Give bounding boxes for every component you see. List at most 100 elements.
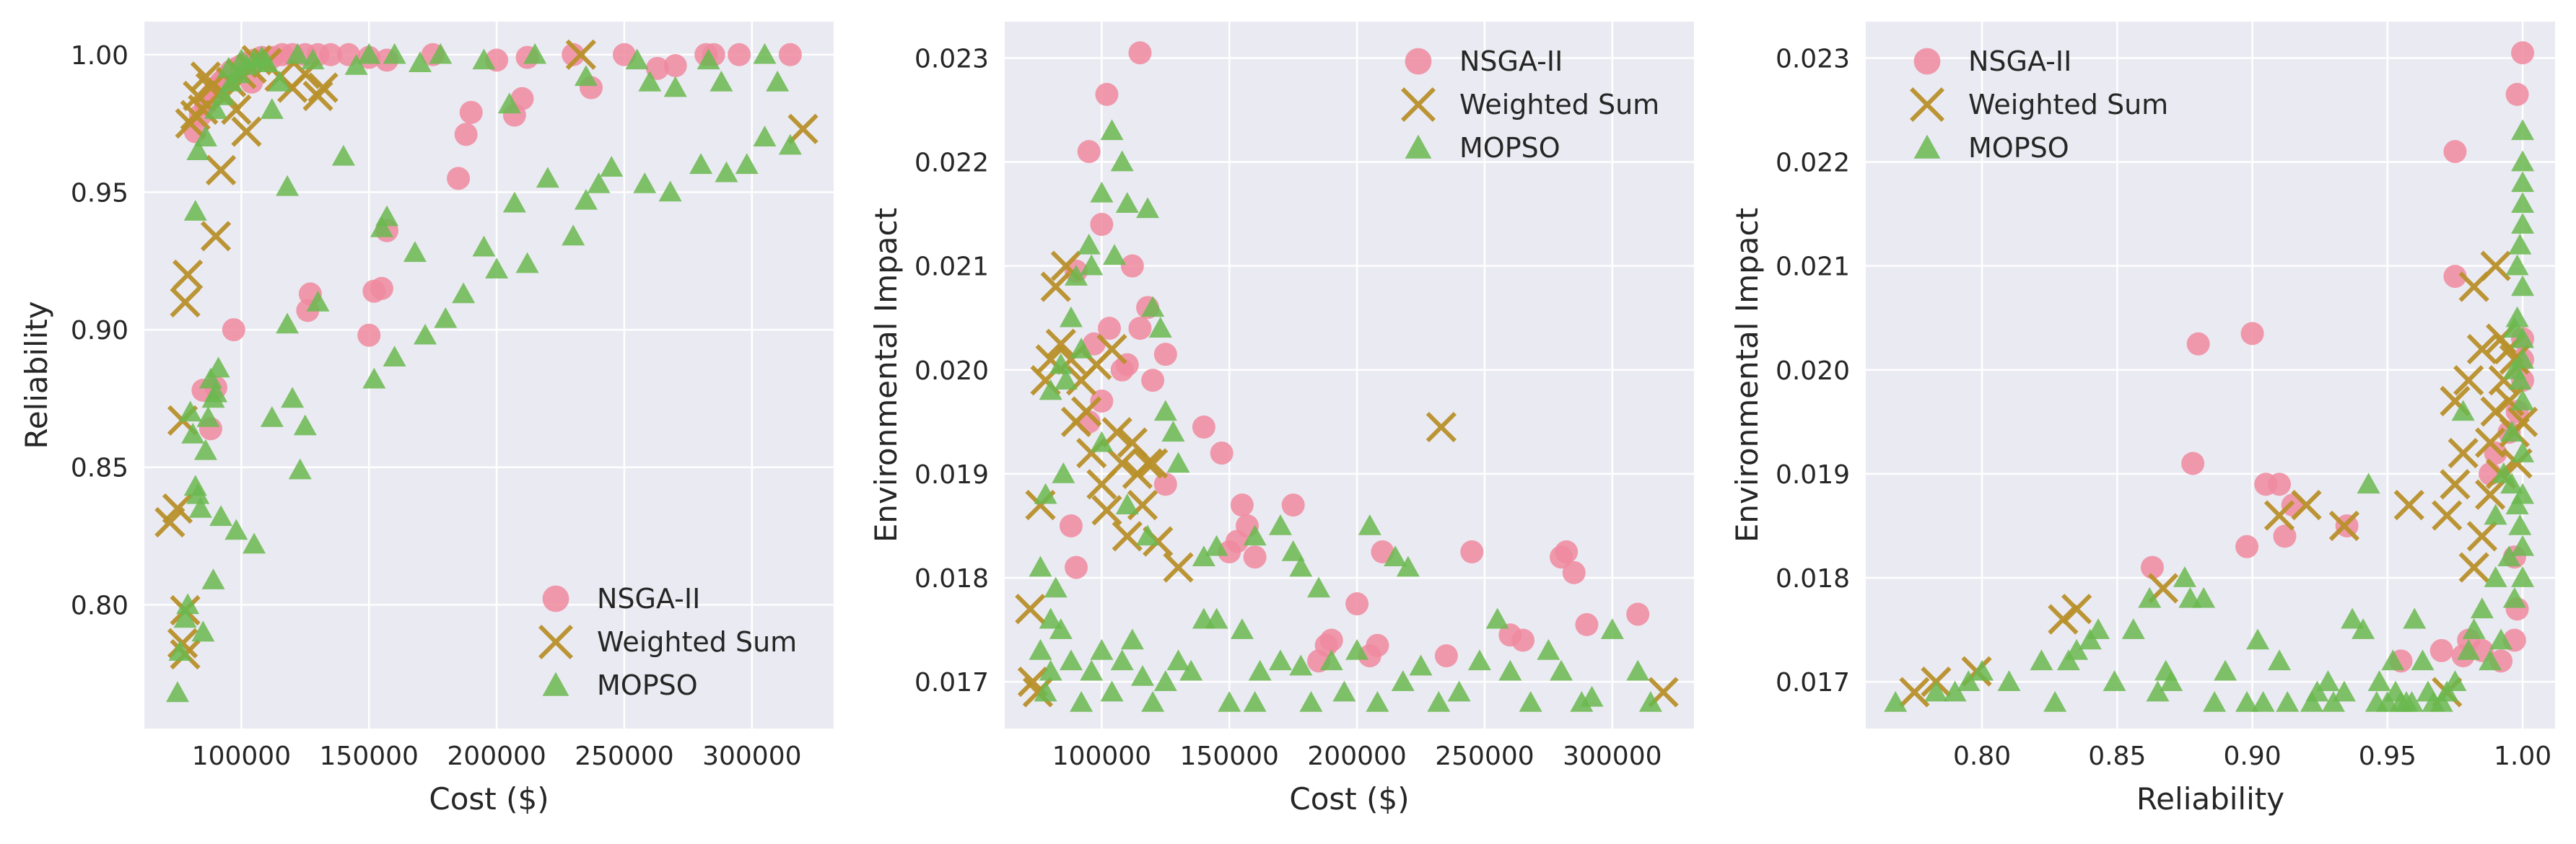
mopso-point	[1281, 540, 1305, 561]
nsga-ii-point	[1095, 82, 1119, 106]
mopso-point	[2505, 493, 2529, 514]
mopso-point	[196, 406, 220, 427]
nsga-ii-point	[2484, 441, 2507, 465]
weighted-sum-point	[1106, 448, 1138, 479]
nsga-ii-point	[2235, 535, 2259, 558]
mopso-point	[1345, 638, 1369, 660]
mopso-point	[204, 98, 228, 119]
mopso-point	[1110, 150, 1134, 172]
nsga-ii-point	[2443, 140, 2467, 164]
nsga-ii-point	[370, 276, 393, 300]
mopso-point	[2316, 670, 2340, 691]
nsga-ii-point	[1210, 441, 1234, 465]
mopso-point	[1059, 306, 1083, 328]
mopso-point	[1148, 317, 1172, 338]
legend-label-nsga-ii: NSGA-II	[1459, 45, 1563, 77]
mopso-point	[2502, 317, 2526, 338]
x-tick-label: 1.00	[2494, 742, 2551, 771]
mopso-point	[2146, 680, 2170, 702]
nsga-ii-point	[1575, 612, 1599, 636]
mopso-point	[2511, 390, 2535, 410]
mopso-point	[403, 241, 427, 263]
weighted-sum-point	[162, 493, 193, 524]
mopso-point	[2332, 680, 2356, 702]
mopso-point	[1110, 649, 1134, 671]
nsga-ii-point	[357, 323, 381, 347]
weighted-sum-point	[1132, 448, 1163, 479]
y-tick-label: 0.90	[71, 316, 128, 346]
nsga-ii-point	[1626, 602, 1650, 626]
mopso-point	[2511, 348, 2535, 369]
x-axis-label: Cost ($)	[429, 781, 549, 817]
mopso-point	[2511, 275, 2535, 296]
weighted-sum-point	[2448, 437, 2479, 469]
mopso-point	[178, 400, 202, 422]
mopso-point	[1100, 119, 1124, 141]
mopso-point	[2341, 607, 2365, 629]
mopso-point	[1269, 649, 1292, 671]
mopso-point	[2138, 586, 2162, 608]
mopso-point	[1034, 483, 1057, 504]
mopso-point	[193, 126, 217, 146]
mopso-point	[1230, 618, 1254, 639]
y-axis-label: Reliability	[19, 301, 54, 449]
y-tick-label: 0.019	[914, 460, 989, 490]
weighted-sum-point	[1071, 396, 1102, 427]
mopso-point	[2203, 690, 2227, 712]
x-tick-label: 250000	[1435, 742, 1534, 771]
weighted-sum-point	[2061, 594, 2092, 625]
mopso-point	[286, 43, 310, 64]
mopso-point	[1161, 421, 1185, 442]
mopso-point	[288, 458, 312, 480]
mopso-point	[587, 172, 611, 193]
mopso-point	[181, 422, 205, 444]
nsga-ii-point	[728, 43, 751, 66]
mopso-point	[2457, 638, 2481, 660]
mopso-point	[2160, 670, 2183, 691]
mopso-point	[2056, 649, 2080, 671]
nsga-ii-point	[2181, 452, 2205, 475]
nsga-ii-point	[1562, 561, 1586, 584]
mopso-point	[1039, 379, 1062, 400]
legend: NSGA-II Weighted Sum MOPSO	[1910, 45, 2168, 164]
y-tick-label: 0.017	[914, 668, 989, 698]
mopso-point	[1070, 690, 1093, 712]
mopso-point	[1179, 659, 1203, 681]
y-tick-label: 0.022	[1776, 149, 1850, 178]
mopso-point	[1970, 659, 1994, 681]
weighted-sum-point	[170, 286, 201, 318]
mopso-point	[201, 568, 225, 589]
mopso-point	[2508, 233, 2532, 255]
mopso-point	[1366, 690, 1389, 712]
mopso-point	[2511, 192, 2535, 214]
nsga-ii-point	[222, 318, 245, 342]
mopso-point	[1059, 649, 1083, 671]
mopso-point	[1409, 654, 1433, 676]
data-points	[1015, 41, 1679, 712]
mopso-point	[260, 98, 284, 119]
mopso-point	[472, 48, 496, 70]
weighted-sum-point	[1138, 448, 1169, 479]
mopso-point	[2511, 119, 2535, 141]
mopso-point	[600, 156, 624, 177]
mopso-point	[502, 191, 526, 213]
mopso-point	[1090, 181, 1114, 203]
mopso-point	[1136, 524, 1160, 546]
mopso-point	[1580, 685, 1604, 707]
mopso-point	[2411, 649, 2435, 671]
weighted-sum-point	[307, 72, 339, 103]
mopso-point	[1100, 680, 1124, 702]
mopso-point	[633, 172, 657, 193]
nsga-ii-point	[454, 123, 478, 146]
mopso-point	[2511, 171, 2535, 193]
mopso-point	[710, 70, 733, 92]
mopso-point	[1332, 680, 1356, 702]
nsga-ii-point	[2505, 82, 2529, 106]
nsga-ii-point	[447, 167, 471, 190]
mopso-point	[1307, 576, 1331, 598]
mopso-point	[1049, 353, 1073, 374]
mopso-point	[2497, 545, 2521, 567]
y-tick-label: 0.021	[1776, 252, 1850, 282]
mopso-point	[778, 133, 802, 155]
weighted-sum-point	[173, 259, 204, 290]
